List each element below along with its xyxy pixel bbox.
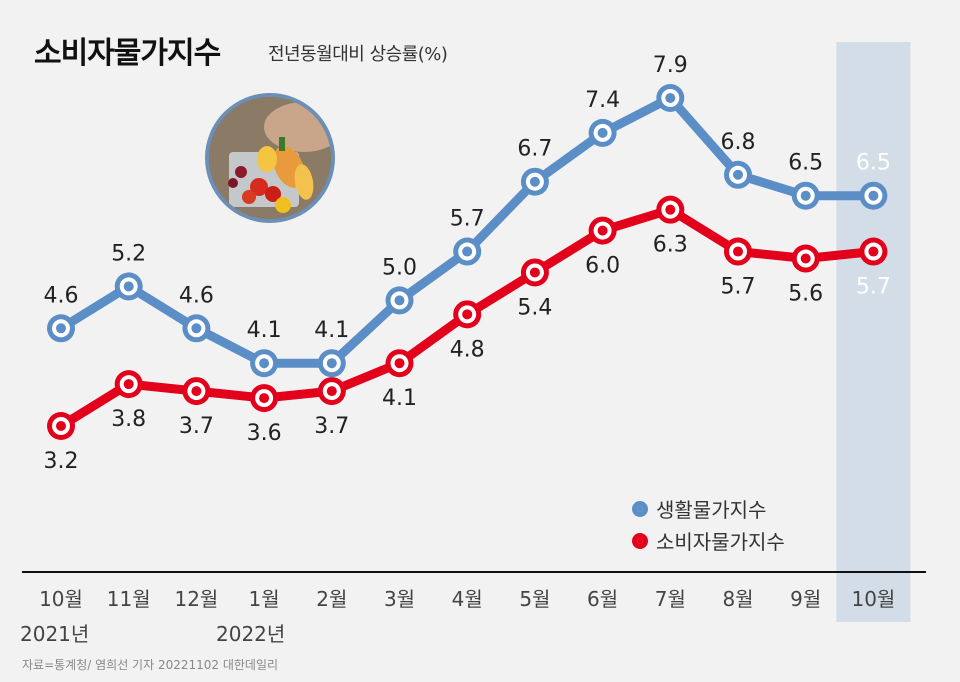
legend-label: 소비자물가지수 xyxy=(656,530,785,554)
data-point-consumer-index xyxy=(47,412,75,440)
value-label-consumer-index: 3.2 xyxy=(44,449,79,474)
x-tick-label: 8월 xyxy=(722,587,753,611)
value-label-living-index: 7.9 xyxy=(653,53,688,78)
x-tick-label: 10월 xyxy=(39,587,83,611)
value-label-consumer-index: 5.7 xyxy=(721,275,756,300)
value-label-consumer-index: 3.7 xyxy=(179,414,214,439)
value-label-consumer-index: 5.6 xyxy=(788,282,823,307)
value-label-consumer-index: 4.1 xyxy=(382,386,417,411)
highlight-band-october-2022 xyxy=(836,42,911,622)
value-label-living-index: 6.5 xyxy=(856,151,891,176)
year-label-2021: 2021년 xyxy=(20,622,90,646)
x-tick-label: 9월 xyxy=(790,587,821,611)
data-point-consumer-index xyxy=(250,384,279,413)
x-tick-label: 6월 xyxy=(587,587,618,611)
data-point-consumer-index xyxy=(656,195,685,224)
value-label-living-index: 5.2 xyxy=(111,241,146,266)
value-label-living-index: 5.7 xyxy=(450,207,485,232)
x-tick-label: 7월 xyxy=(655,587,686,611)
legend-item-living-index: 생활물가지수 xyxy=(632,494,766,523)
value-label-consumer-index: 6.0 xyxy=(585,254,620,279)
data-point-living-index xyxy=(182,314,211,343)
data-point-living-index xyxy=(588,118,617,147)
x-tick-label: 1월 xyxy=(249,587,280,611)
x-tick-label: 5월 xyxy=(519,587,550,611)
legend-label: 생활물가지수 xyxy=(656,498,767,522)
value-label-living-index: 6.7 xyxy=(517,137,552,162)
value-label-living-index: 4.1 xyxy=(314,318,349,343)
value-label-consumer-index: 6.3 xyxy=(653,233,688,258)
value-label-consumer-index: 3.6 xyxy=(247,421,282,446)
x-tick-label: 3월 xyxy=(384,587,415,611)
value-label-living-index: 4.6 xyxy=(44,283,79,308)
value-label-living-index: 5.0 xyxy=(382,255,417,280)
data-point-living-index xyxy=(520,167,549,196)
data-point-living-index xyxy=(114,272,143,301)
legend-item-consumer-index: 소비자물가지수 xyxy=(632,526,785,555)
x-tick-label: 10월 xyxy=(851,587,895,611)
data-point-living-index xyxy=(859,181,888,210)
data-point-living-index xyxy=(47,314,75,343)
value-label-living-index: 6.5 xyxy=(788,151,823,176)
value-label-consumer-index: 5.4 xyxy=(517,295,552,320)
data-point-living-index xyxy=(791,181,820,210)
x-tick-label: 2월 xyxy=(316,587,347,611)
data-point-living-index xyxy=(453,237,482,266)
legend-marker-icon xyxy=(632,532,648,549)
data-point-living-index xyxy=(656,84,685,112)
data-point-consumer-index xyxy=(520,258,549,287)
source-credit: 자료=통계청/ 염희선 기자 20221102 대한데일리 xyxy=(22,658,279,672)
value-label-consumer-index: 3.8 xyxy=(111,407,146,432)
chart-subtitle: 전년동월대비 상승률(%) xyxy=(268,44,448,65)
x-tick-label: 11월 xyxy=(107,587,151,611)
value-label-living-index: 7.4 xyxy=(585,88,620,113)
data-point-consumer-index xyxy=(453,300,482,329)
year-label-2022: 2022년 xyxy=(216,622,286,646)
data-point-living-index xyxy=(250,349,279,378)
data-point-consumer-index xyxy=(317,377,346,406)
value-label-living-index: 6.8 xyxy=(721,130,756,155)
x-tick-label: 4월 xyxy=(452,587,483,611)
data-point-consumer-index xyxy=(114,370,143,399)
data-point-living-index xyxy=(385,286,414,315)
value-label-consumer-index: 5.7 xyxy=(856,275,891,300)
chart-title: 소비자물가지수 xyxy=(34,36,221,71)
value-label-living-index: 4.6 xyxy=(179,283,214,308)
data-point-consumer-index xyxy=(724,237,752,266)
food-photo xyxy=(205,93,335,223)
data-point-consumer-index xyxy=(791,244,820,273)
data-point-consumer-index xyxy=(859,237,888,266)
x-tick-label: 12월 xyxy=(174,587,218,611)
value-label-living-index: 4.1 xyxy=(247,318,282,343)
data-point-living-index xyxy=(724,160,752,189)
data-point-living-index xyxy=(317,349,346,378)
value-label-consumer-index: 3.7 xyxy=(314,414,349,439)
data-point-consumer-index xyxy=(385,349,414,378)
data-point-consumer-index xyxy=(588,216,617,245)
value-label-consumer-index: 4.8 xyxy=(450,337,485,362)
data-point-consumer-index xyxy=(182,377,211,406)
legend-marker-icon xyxy=(632,500,648,517)
